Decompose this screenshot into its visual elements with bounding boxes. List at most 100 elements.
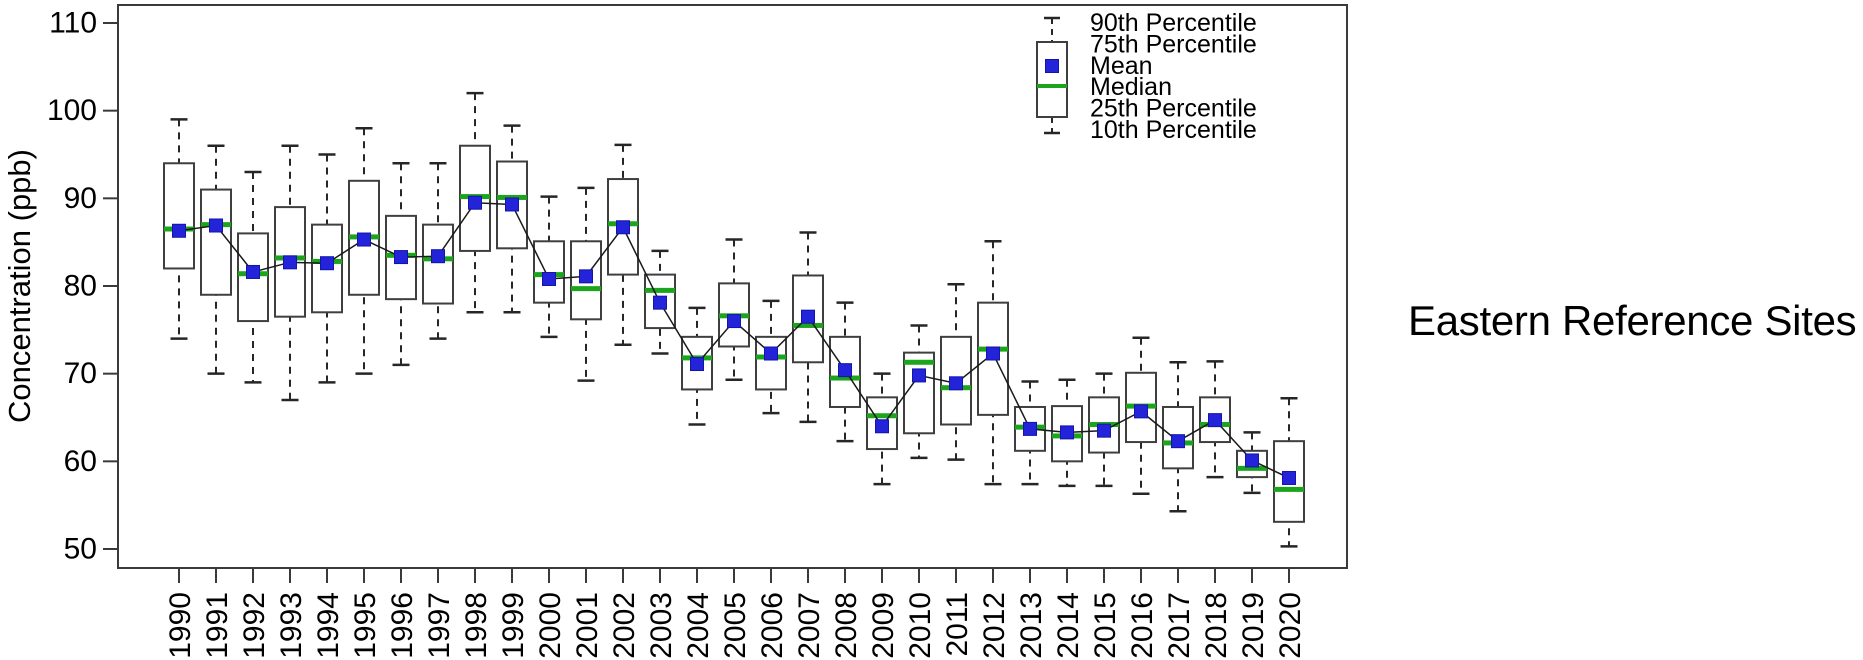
x-tick-label-1992: 1992 bbox=[238, 592, 271, 659]
x-tick-label-2020: 2020 bbox=[1274, 592, 1307, 659]
legend-label-90th-percentile: 90th Percentile bbox=[1090, 9, 1257, 37]
legend-label-mean: Mean bbox=[1090, 52, 1153, 80]
median-line bbox=[1274, 486, 1304, 492]
mean-marker-2020 bbox=[1282, 470, 1296, 485]
median-line bbox=[830, 375, 860, 381]
mean-marker-1994 bbox=[320, 256, 334, 271]
x-tick-label-2002: 2002 bbox=[608, 592, 641, 659]
mean-marker-2004 bbox=[690, 357, 704, 372]
x-tick-label-1994: 1994 bbox=[312, 592, 345, 659]
x-tick-label-1991: 1991 bbox=[201, 592, 234, 659]
x-tick-label-1990: 1990 bbox=[164, 592, 197, 659]
mean-marker-2013 bbox=[1023, 421, 1037, 436]
iqr-box bbox=[163, 162, 195, 270]
mean-marker-2000 bbox=[542, 271, 556, 286]
iqr-box bbox=[1199, 396, 1231, 444]
mean-marker-2006 bbox=[764, 346, 778, 361]
legend-label-75th-percentile: 75th Percentile bbox=[1090, 30, 1257, 58]
legend-mean-marker bbox=[1045, 59, 1059, 73]
legend-median-line bbox=[1037, 84, 1067, 88]
x-tick-label-1998: 1998 bbox=[460, 592, 493, 659]
mean-marker-2015 bbox=[1097, 423, 1111, 438]
x-tick-label-2016: 2016 bbox=[1126, 592, 1159, 659]
mean-marker-1998 bbox=[468, 195, 482, 210]
x-tick-label-2018: 2018 bbox=[1200, 592, 1233, 659]
x-tick-label-2011: 2011 bbox=[941, 592, 974, 657]
mean-marker-2011 bbox=[949, 376, 963, 391]
mean-marker-1995 bbox=[357, 232, 371, 247]
x-tick-label-1993: 1993 bbox=[275, 592, 308, 659]
x-tick-label-2001: 2001 bbox=[571, 592, 604, 659]
mean-marker-2018 bbox=[1208, 413, 1222, 428]
x-tick-label-2010: 2010 bbox=[904, 592, 937, 659]
y-tick-label: 90 bbox=[64, 182, 97, 215]
mean-marker-1992 bbox=[246, 264, 260, 279]
median-line bbox=[904, 359, 934, 365]
mean-marker-2012 bbox=[986, 346, 1000, 361]
mean-marker-2010 bbox=[912, 368, 926, 383]
y-tick-label: 70 bbox=[64, 357, 97, 390]
boxplot-2010 bbox=[903, 324, 935, 460]
x-tick-label-2008: 2008 bbox=[830, 592, 863, 659]
x-tick-label-2005: 2005 bbox=[719, 592, 752, 659]
iqr-box bbox=[866, 396, 898, 451]
y-tick-label: 110 bbox=[49, 7, 97, 40]
iqr-box bbox=[422, 223, 454, 305]
iqr-box bbox=[533, 240, 565, 304]
x-tick-label-2004: 2004 bbox=[682, 592, 715, 659]
x-tick-label-2017: 2017 bbox=[1163, 592, 1196, 659]
median-line bbox=[1237, 465, 1267, 471]
x-tick-label-1999: 1999 bbox=[497, 592, 530, 659]
iqr-box bbox=[681, 335, 713, 391]
legend-label-25th-percentile: 25th Percentile bbox=[1090, 95, 1257, 123]
legend-label-median: Median bbox=[1090, 73, 1172, 101]
x-tick-label-2013: 2013 bbox=[1015, 592, 1048, 659]
x-tick-label-2009: 2009 bbox=[867, 592, 900, 659]
mean-marker-2002 bbox=[616, 220, 630, 235]
mean-marker-2005 bbox=[727, 314, 741, 329]
median-line bbox=[793, 322, 823, 328]
mean-marker-1991 bbox=[209, 218, 223, 233]
y-axis-title: Concentration (ppb) bbox=[2, 149, 37, 423]
mean-marker-1993 bbox=[283, 255, 297, 270]
mean-markers bbox=[172, 195, 1296, 485]
legend-iqr-box bbox=[1036, 41, 1068, 118]
mean-marker-2019 bbox=[1245, 453, 1259, 468]
mean-marker-2007 bbox=[801, 309, 815, 324]
y-tick-label: 60 bbox=[64, 445, 97, 478]
median-line bbox=[571, 286, 601, 292]
mean-marker-1999 bbox=[505, 197, 519, 212]
x-tick-label-1996: 1996 bbox=[386, 592, 419, 659]
chart-side-label: Eastern Reference Sites bbox=[1408, 297, 1857, 344]
mean-marker-2008 bbox=[838, 363, 852, 378]
mean-marker-2009 bbox=[875, 419, 889, 434]
mean-marker-2001 bbox=[579, 269, 593, 284]
boxplot-2007 bbox=[792, 231, 824, 424]
y-tick-label: 100 bbox=[47, 94, 97, 127]
boxplot-2009 bbox=[866, 372, 898, 486]
mean-marker-2016 bbox=[1134, 404, 1148, 419]
x-tick-label-2012: 2012 bbox=[978, 592, 1011, 659]
x-tick-label-2019: 2019 bbox=[1237, 592, 1270, 659]
x-tick-label-1997: 1997 bbox=[423, 592, 456, 659]
legend-label-10th-percentile: 10th Percentile bbox=[1090, 116, 1257, 144]
median-line bbox=[497, 194, 527, 200]
x-axis: 1990 1991 1992 1993 1994 1995 1996 1997 1998 1999… bbox=[164, 568, 1307, 659]
x-tick-label-2015: 2015 bbox=[1089, 592, 1122, 659]
boxplot-1990 bbox=[163, 118, 195, 340]
iqr-box bbox=[903, 351, 935, 435]
mean-marker-2003 bbox=[653, 295, 667, 310]
x-tick-label-2006: 2006 bbox=[756, 592, 789, 659]
mean-marker-1990 bbox=[172, 223, 186, 238]
mean-marker-2014 bbox=[1060, 425, 1074, 440]
x-tick-label-1995: 1995 bbox=[349, 592, 382, 659]
x-tick-label-2014: 2014 bbox=[1052, 592, 1085, 659]
boxplot-2015 bbox=[1088, 372, 1120, 488]
x-tick-label-2007: 2007 bbox=[793, 592, 826, 659]
iqr-box bbox=[200, 188, 232, 296]
x-tick-label-2003: 2003 bbox=[645, 592, 678, 659]
median-line bbox=[645, 287, 675, 293]
